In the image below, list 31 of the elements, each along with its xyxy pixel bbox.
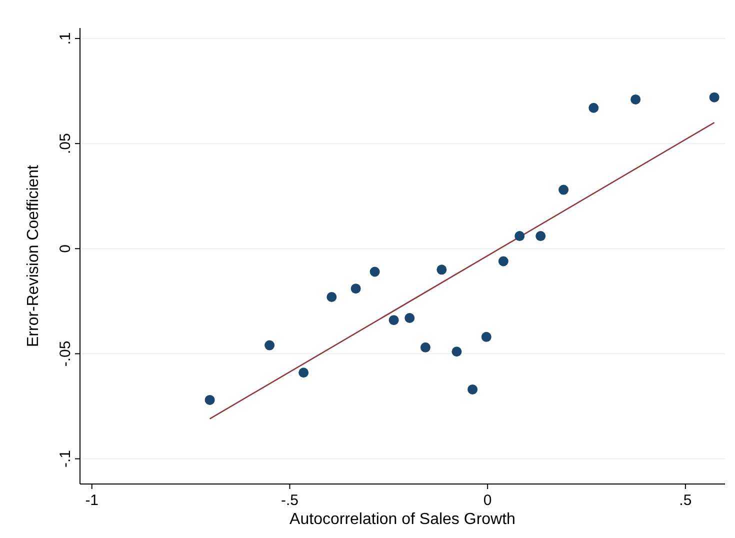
x-axis-title: Autocorrelation of Sales Growth	[290, 511, 516, 528]
point	[388, 315, 399, 326]
point	[588, 102, 599, 113]
point	[514, 231, 525, 242]
y-tick-label: -.1	[57, 450, 74, 468]
point	[326, 292, 337, 302]
point	[481, 332, 492, 342]
y-tick-label: 0	[57, 244, 74, 253]
point	[452, 346, 462, 357]
x-tick-label: -.5	[280, 492, 298, 509]
point	[404, 312, 415, 323]
point	[558, 184, 569, 195]
point	[298, 368, 309, 378]
point	[420, 342, 430, 352]
x-tick-label: -1	[85, 492, 99, 509]
point	[436, 264, 447, 275]
point	[709, 92, 720, 102]
point	[264, 340, 275, 350]
y-tick-label: .1	[57, 32, 74, 45]
x-tick-label: 0	[483, 492, 492, 509]
point	[370, 266, 380, 277]
y-axis-title: Error-Revision Coefficient	[25, 164, 42, 347]
point	[498, 256, 508, 266]
point	[536, 231, 546, 242]
point	[630, 94, 641, 104]
x-tick-label: .5	[679, 492, 692, 509]
point	[350, 284, 361, 294]
point	[468, 384, 478, 394]
y-tick-label: -.05	[57, 340, 74, 367]
point	[204, 394, 215, 405]
y-tick-label: .05	[57, 133, 74, 154]
